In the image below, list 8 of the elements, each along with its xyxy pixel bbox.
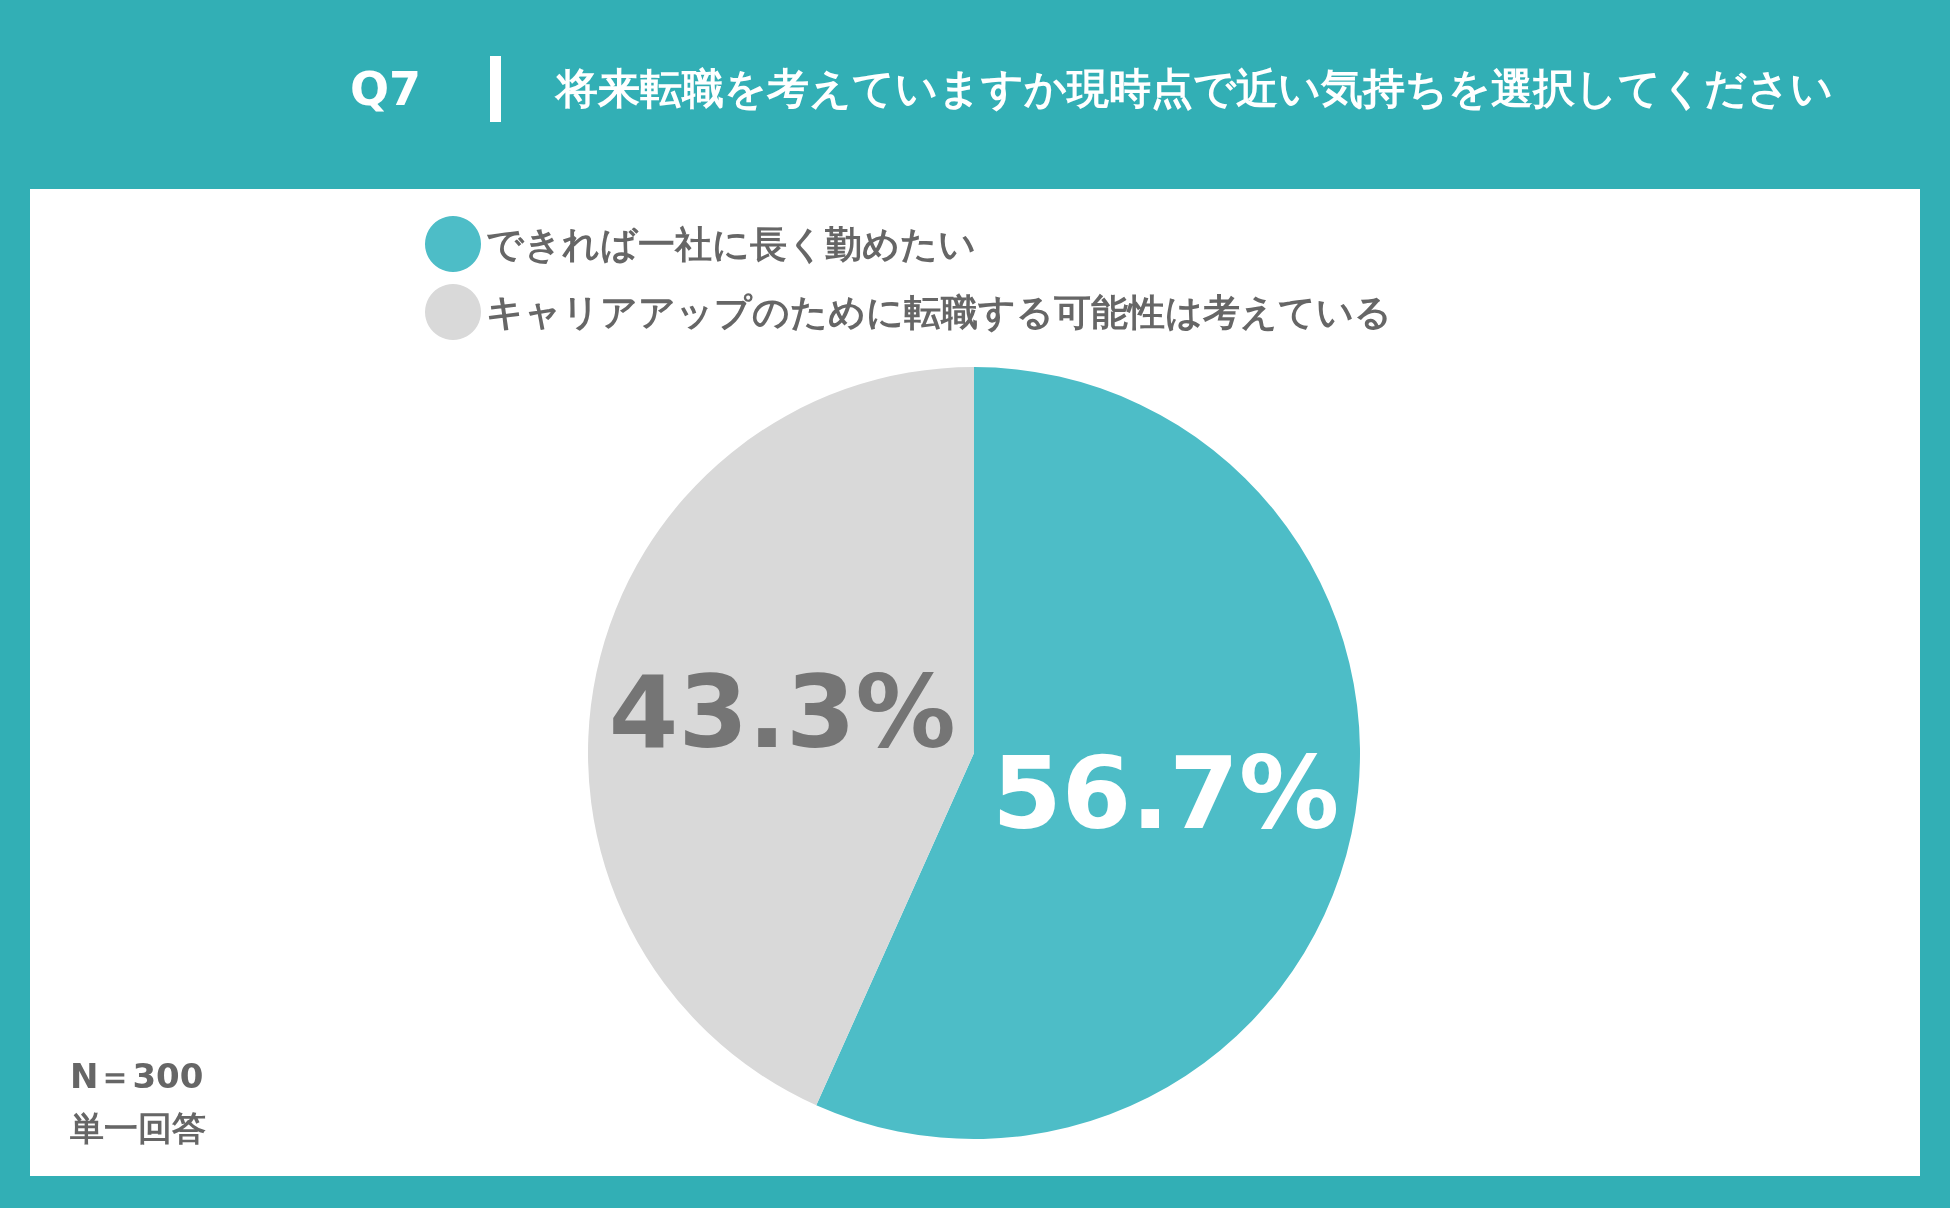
chart-title: Q7 (350, 62, 422, 116)
text: 単一回答 (70, 1107, 206, 1150)
text: N＝300 (70, 1055, 204, 1098)
chart-subtitle: 将来転職を考えていますか現時点で近い気持ちを選択してください (556, 63, 1833, 115)
legend-label: できれば一社に長く勤めたい (486, 222, 976, 266)
data-label: 56.7% (992, 735, 1340, 853)
legend-label: キャリアアップのために転職する可能性は考えている (486, 290, 1392, 334)
data-label: 43.3% (608, 653, 956, 771)
